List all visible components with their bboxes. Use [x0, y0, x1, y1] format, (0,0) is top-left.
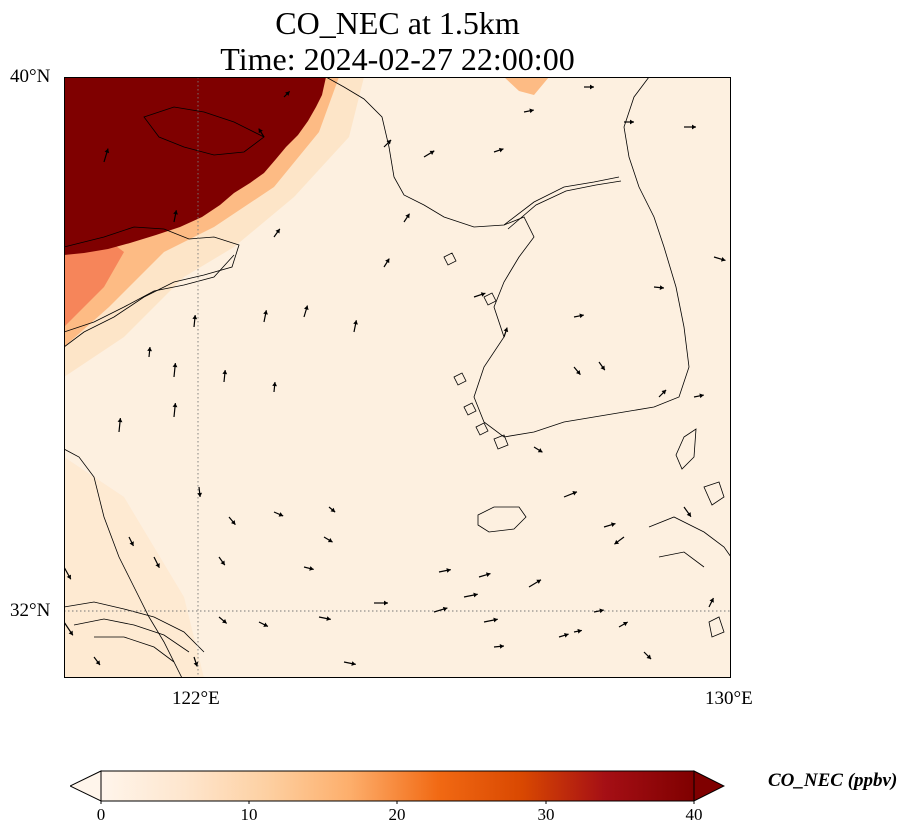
wind-arrow-head [536, 579, 542, 584]
lon-label-130: 130°E [705, 688, 753, 709]
map-svg [64, 77, 731, 678]
wind-arrow-head [326, 616, 331, 621]
wind-arrow-head [564, 632, 569, 638]
wind-arrow-head [384, 600, 388, 606]
wind-arrow-head [405, 213, 410, 219]
colorbar-max-extension [693, 770, 725, 802]
wind-arrow-head [353, 320, 358, 325]
wind-arrow-head [172, 363, 178, 368]
wind-arrow-head [686, 512, 691, 517]
map-title-line2: Time: 2024-02-27 22:00:00 [220, 41, 575, 77]
wind-arrow-head [330, 507, 336, 513]
lon-label-122: 122°E [172, 688, 220, 709]
wind-arrow-head [499, 644, 504, 649]
wind-arrow-head [661, 389, 667, 395]
wind-arrow-head [498, 147, 504, 153]
wind-arrow-head [572, 491, 577, 496]
wind-arrow-head [699, 393, 704, 399]
wind-arrow-head [429, 150, 435, 155]
map-frame [64, 77, 731, 678]
colorbar-tick-marks [100, 801, 695, 804]
wind-arrow-head [623, 621, 628, 627]
map-title-line1: CO_NEC at 1.5km [275, 5, 520, 41]
wind-arrow-head [304, 305, 309, 311]
colorbar [70, 770, 725, 804]
wind-arrow-head [493, 617, 498, 623]
wind-arrow-head [95, 660, 100, 665]
wind-arrow-head [220, 560, 225, 566]
wind-arrow-head [285, 91, 290, 96]
wind-arrow-head [614, 539, 620, 545]
wind-arrow-head [575, 370, 581, 375]
wind-arrow-head [485, 572, 491, 577]
wind-arrow-head [709, 598, 714, 603]
wind-arrow-head [446, 568, 451, 573]
wind-arrow-head [222, 618, 227, 624]
coastlines [64, 77, 731, 678]
wind-arrow-head [278, 512, 284, 517]
co-field-sw-patch [64, 457, 204, 678]
co-field-ne-patch [504, 77, 549, 95]
wind-arrow-head [720, 257, 726, 262]
colorbar-tick-20: 20 [388, 805, 406, 824]
lat-label-32: 32°N [10, 600, 51, 621]
wind-arrow-head [600, 365, 605, 371]
colorbar-gradient [100, 770, 695, 802]
wind-arrow-head [193, 661, 199, 667]
wind-arrow-head [263, 310, 268, 315]
wind-arrow-head [577, 628, 582, 634]
lat-label-40: 40°N [10, 66, 51, 87]
wind-arrow-head [610, 522, 616, 527]
wind-arrow-head [599, 608, 604, 614]
wind-arrow-head [147, 347, 152, 352]
wind-arrow-head [117, 418, 123, 423]
wind-arrow-head [386, 139, 392, 145]
colorbar-min-extension [70, 770, 102, 802]
wind-arrow-head [473, 592, 478, 598]
wind-arrow-head [442, 606, 448, 612]
colorbar-tick-0: 0 [96, 805, 106, 824]
map-panel[interactable] [64, 77, 731, 678]
wind-arrow-head [579, 313, 584, 319]
wind-arrow-head [272, 382, 277, 387]
colorbar-label: CO_NEC (ppbv) [768, 770, 898, 791]
wind-arrow-head [222, 370, 228, 375]
wind-arrow-head [327, 538, 333, 543]
wind-arrow-head [172, 403, 178, 408]
co-field-plume [64, 77, 326, 255]
colorbar-tick-30: 30 [537, 805, 555, 824]
wind-arrow-head [66, 574, 71, 580]
wind-arrow-head [155, 563, 160, 568]
wind-arrow-head [68, 630, 73, 636]
wind-arrow-head [173, 210, 178, 215]
wind-arrow-head [659, 285, 664, 290]
wind-arrow-head [630, 119, 634, 125]
wind-arrow-head [258, 128, 263, 134]
wind-arrow-head [537, 448, 543, 453]
wind-vectors [64, 84, 726, 667]
colorbar-tick-40: 40 [685, 805, 703, 824]
wind-arrow-head [275, 228, 280, 234]
colorbar-tick-10: 10 [240, 805, 258, 824]
wind-arrow-head [590, 84, 594, 90]
wind-arrow-head [646, 654, 652, 660]
wind-arrow-head [104, 148, 110, 154]
wind-arrow-head [503, 327, 509, 333]
wind-arrow-head [529, 108, 534, 114]
wind-arrow-head [480, 292, 486, 297]
wind-arrow-head [192, 315, 198, 320]
wind-arrow-head [129, 541, 134, 546]
wind-arrow-head [351, 661, 356, 666]
wind-arrow-head [263, 622, 268, 627]
wind-arrow-head [692, 124, 696, 130]
wind-arrow-head [230, 520, 236, 525]
wind-arrow-head [197, 492, 203, 497]
wind-arrow-head [385, 258, 390, 264]
wind-arrow-head [309, 566, 314, 571]
co-field-edge-orange [64, 237, 124, 327]
